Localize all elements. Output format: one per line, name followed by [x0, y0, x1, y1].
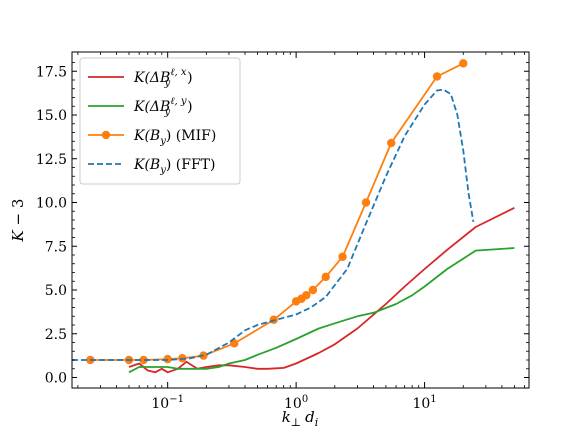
x-tick-label: 100 [284, 394, 308, 412]
plot-area: 0.0 2.5 5.0 7.5 10.0 12.5 15.0 17.5 10−1 100 101 K… [36, 51, 530, 412]
legend-box [79, 57, 241, 185]
x-tick-label: 10−1 [151, 394, 184, 412]
x-tick-label: 101 [412, 394, 436, 412]
y-tick-label: 17.5 [36, 64, 67, 80]
y-tick-label: 12.5 [36, 152, 67, 168]
series-line-4 [72, 88, 475, 361]
legend-label-4: K(By) (FFT) [133, 157, 215, 176]
series-layer [72, 59, 515, 374]
y-tick-label: 0.0 [45, 371, 67, 387]
legend-label-1: K(ΔBℓ, x y) [133, 67, 193, 89]
series-point-3 [432, 72, 442, 81]
y-tick-label: 15.0 [36, 108, 67, 124]
tick-layer: 0.0 2.5 5.0 7.5 10.0 12.5 15.0 17.5 10−1 100 101 [36, 52, 529, 412]
legend: K(ΔBℓ, x y) K(ΔBℓ, y y) K(By) (MIF) K(By) (FF… [79, 57, 241, 185]
series-point-3 [308, 285, 318, 295]
series-point-3 [139, 355, 148, 365]
y-tick-label: 7.5 [45, 239, 67, 255]
series-point-3 [387, 138, 396, 148]
series-point-3 [321, 272, 330, 282]
legend-label-3: K(By) (MIF) [133, 128, 216, 147]
y-tick-label: 5.0 [45, 283, 67, 299]
series-point-3 [230, 339, 239, 348]
legend-marker-3 [101, 130, 111, 140]
series-point-3 [338, 252, 347, 261]
legend-label-2: K(ΔBℓ, y y) [133, 96, 193, 118]
series-point-3 [459, 59, 468, 68]
series-point-3 [361, 198, 371, 207]
y-tick-label: 2.5 [45, 327, 67, 343]
y-axis-label: K − 3 [9, 199, 27, 243]
series-point-3 [302, 291, 311, 300]
y-tick-label: 10.0 [36, 196, 67, 212]
series-line-2 [128, 247, 515, 374]
series-line-1 [128, 206, 515, 374]
